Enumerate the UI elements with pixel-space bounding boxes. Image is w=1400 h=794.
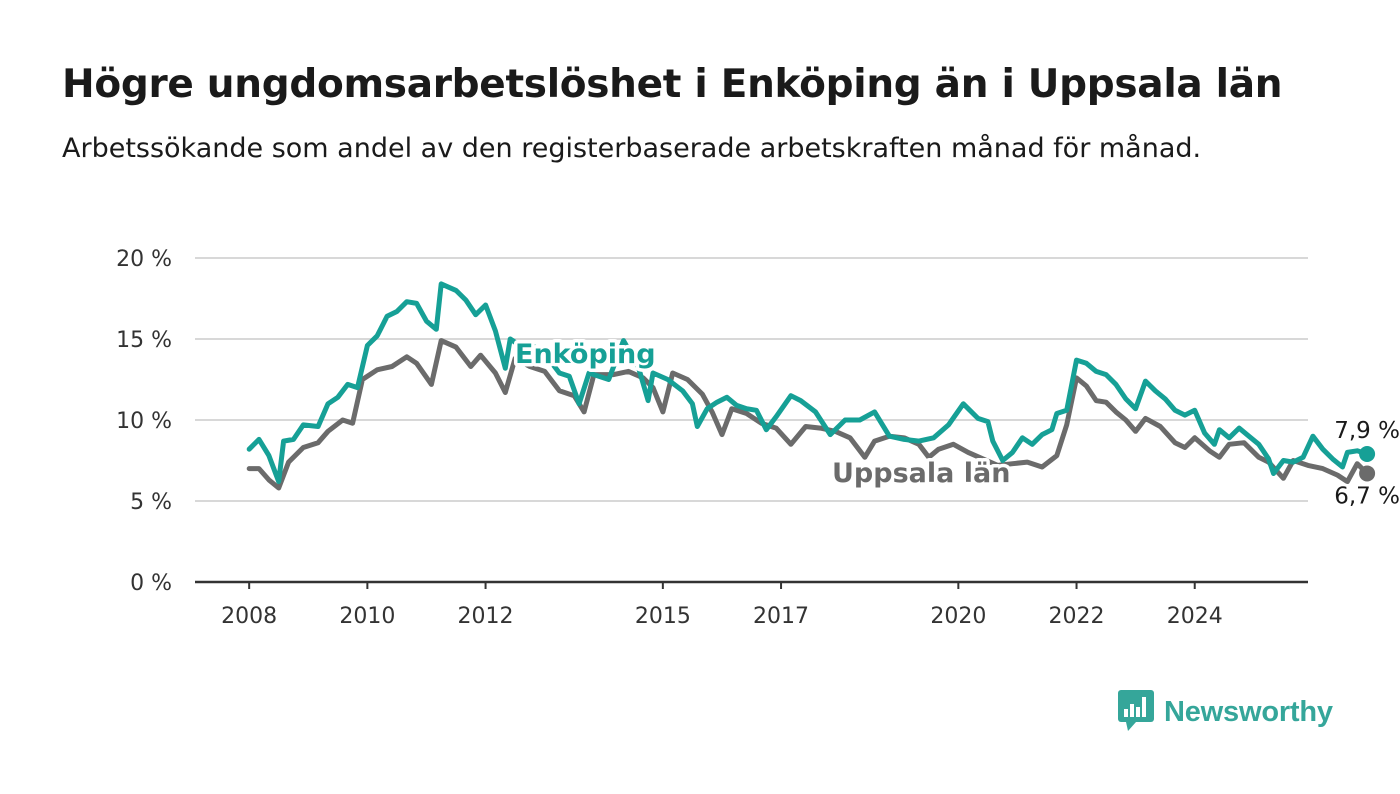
gridlines: [195, 257, 1308, 584]
x-tick-label: 2020: [930, 604, 986, 629]
y-tick-label: 20 %: [116, 247, 172, 272]
brand-name: Newsworthy: [1164, 695, 1333, 728]
x-tick-label: 2008: [221, 604, 277, 629]
y-tick-label: 15 %: [116, 328, 172, 353]
x-axis-ticks: 2008 2010 2012 2015 2017 2020 2022 2024: [221, 582, 1223, 629]
chart-subtitle: Arbetssökande som andel av den registerb…: [62, 133, 1202, 164]
end-value-label: 7,9 %: [1334, 418, 1400, 444]
series-name-label: Enköping: [515, 339, 656, 370]
bar-chart-speech-bubble-icon: [1118, 688, 1154, 736]
y-tick-label: 0 %: [130, 571, 172, 596]
x-tick-label: 2015: [635, 604, 691, 629]
series-line: [246, 281, 1370, 485]
x-tick-label: 2022: [1049, 604, 1105, 629]
series-labels: Enköping Uppsala län 7,9 % 6,7 %: [512, 336, 1400, 513]
y-tick-label: 10 %: [116, 409, 172, 434]
y-axis-ticks: 0 % 5 % 10 % 15 % 20 %: [116, 247, 172, 596]
series-lines: [246, 281, 1376, 491]
y-tick-label: 5 %: [130, 490, 172, 515]
chart-title: Högre ungdomsarbetslöshet i Enköping än …: [62, 62, 1283, 107]
brand-logo: Newsworthy: [1118, 690, 1333, 734]
x-tick-label: 2010: [339, 604, 395, 629]
x-tick-label: 2024: [1167, 604, 1223, 629]
end-value-label: 6,7 %: [1334, 483, 1400, 509]
series-name-label: Uppsala län: [832, 458, 1010, 489]
series-end-point: [1359, 465, 1376, 482]
x-tick-label: 2012: [458, 604, 514, 629]
x-tick-label: 2017: [753, 604, 809, 629]
series-end-point: [1359, 446, 1376, 463]
series-line: [246, 338, 1370, 491]
